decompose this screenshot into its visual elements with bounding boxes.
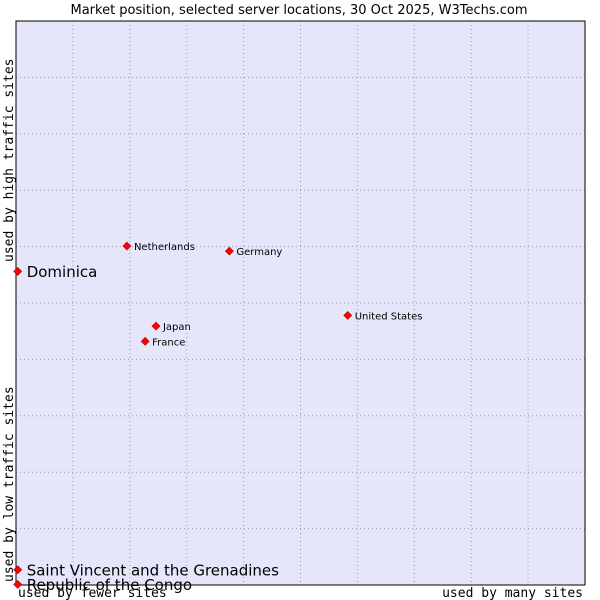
y-axis-label-top: used by high traffic sites xyxy=(2,59,17,263)
data-point xyxy=(224,246,234,256)
data-label: United States xyxy=(355,311,423,322)
data-point xyxy=(140,336,150,346)
data-label: France xyxy=(152,337,185,348)
data-label: Netherlands xyxy=(134,242,195,253)
x-axis-label-right: used by many sites xyxy=(442,586,583,600)
data-point xyxy=(13,580,23,589)
data-label: Republic of the Congo xyxy=(27,576,192,594)
data-label: Japan xyxy=(162,322,191,333)
grid-lines xyxy=(16,21,585,585)
chart-title: Market position, selected server locatio… xyxy=(70,3,527,18)
data-label: Germany xyxy=(236,247,282,258)
data-point xyxy=(13,565,23,575)
x-axis-label-left: used by fewer sites xyxy=(18,586,167,600)
data-point xyxy=(343,310,353,320)
y-axis-label-bottom: used by low traffic sites xyxy=(2,386,17,582)
data-points: Dominica Netherlands Germany United States J… xyxy=(13,241,423,594)
data-label: Saint Vincent and the Grenadines xyxy=(27,561,279,579)
data-point xyxy=(151,321,161,331)
data-label: Dominica xyxy=(27,263,98,281)
data-point xyxy=(13,266,23,276)
plot-border xyxy=(15,20,586,586)
data-point xyxy=(122,241,132,251)
